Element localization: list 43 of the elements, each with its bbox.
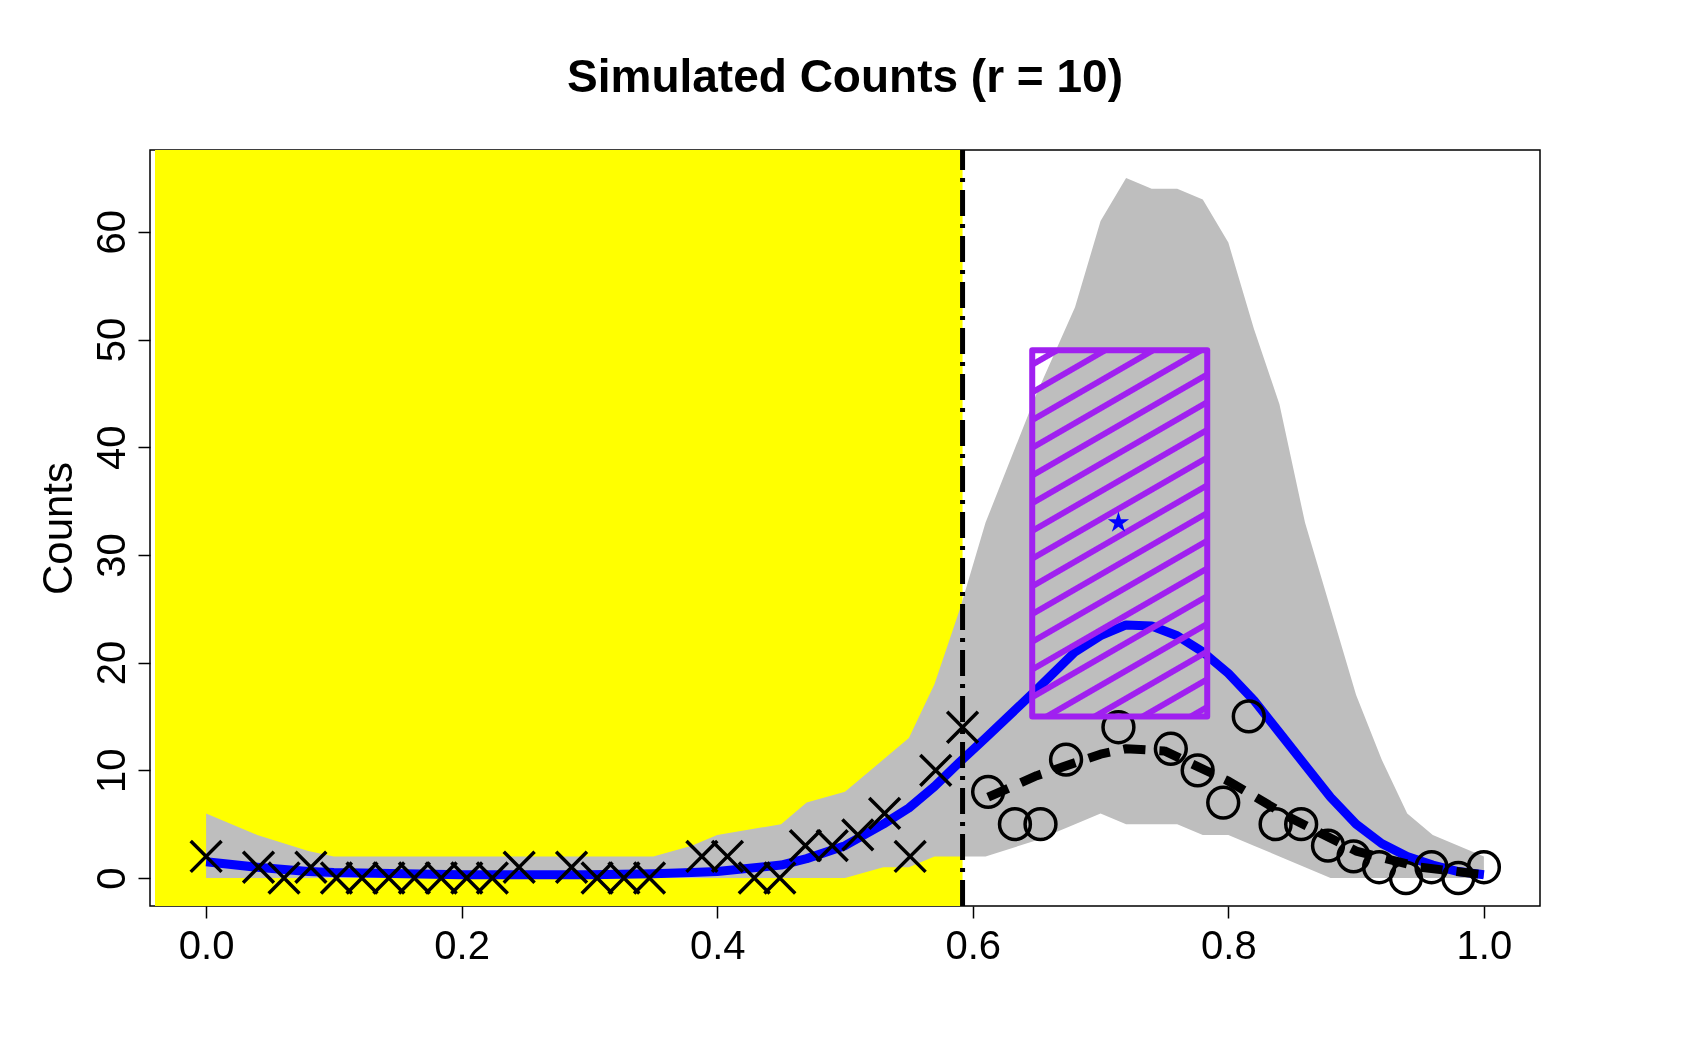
point [945, 710, 980, 745]
x-tick-label: 0.8 [1201, 922, 1257, 967]
y-tick-label: 10 [88, 748, 133, 794]
x-tick-label: 0.0 [178, 922, 235, 967]
point [1361, 850, 1397, 885]
point [1388, 860, 1424, 896]
chart-title: Simulated Counts (r = 10) [567, 49, 1123, 102]
point [970, 774, 1006, 809]
point [502, 850, 537, 885]
point [1258, 807, 1293, 842]
y-tick-label: 30 [88, 533, 133, 578]
y-axis-title: Counts [33, 461, 81, 596]
point [997, 807, 1033, 842]
point [1180, 753, 1215, 788]
point [188, 839, 224, 874]
x-tick-label: 1.0 [1456, 922, 1513, 967]
point [1336, 839, 1371, 874]
point [1441, 860, 1476, 896]
point [867, 796, 902, 831]
point [554, 850, 589, 885]
point [1023, 807, 1058, 842]
point [293, 850, 329, 885]
point [1466, 850, 1502, 885]
point [893, 839, 928, 874]
point [1284, 807, 1319, 842]
x-tick-label: 0.2 [434, 922, 490, 967]
point [1107, 511, 1130, 532]
y-tick-label: 0 [88, 867, 133, 890]
point [1310, 828, 1346, 863]
x-tick-label: 0.4 [689, 922, 746, 967]
point [1414, 850, 1449, 885]
x-tick-label: 0.6 [945, 922, 1002, 967]
point [918, 753, 953, 788]
point [1206, 785, 1241, 820]
y-tick-label: 20 [88, 640, 133, 686]
y-tick-label: 50 [88, 317, 133, 363]
point [1048, 742, 1084, 777]
point [840, 817, 875, 853]
point [266, 860, 302, 896]
y-tick-label: 40 [88, 425, 133, 470]
point [1153, 731, 1188, 766]
point [1231, 699, 1266, 734]
y-tick-label: 60 [88, 210, 133, 255]
